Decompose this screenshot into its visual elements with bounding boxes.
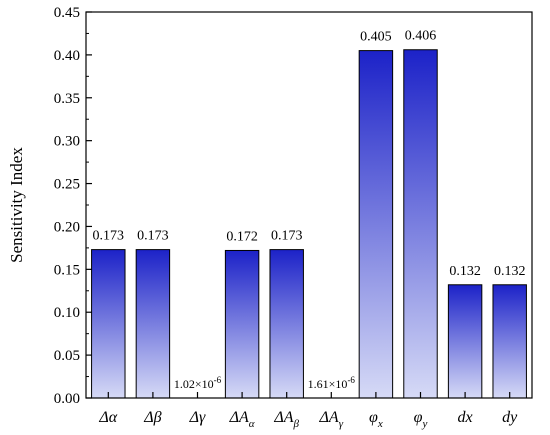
x-tick-label-base: φ [369,409,378,426]
x-tick-label-base: φ [414,409,423,426]
y-tick-label: 0.05 [54,348,80,364]
x-tick-label-base: Δβ [143,409,161,426]
data-label-value: 0.173 [137,229,169,244]
data-label: 0.173 [93,229,125,244]
x-tick-label-base: Δα [98,409,117,426]
x-tick-label-base: dx [458,409,473,426]
x-tick-label-subscript: α [249,418,255,430]
data-label-value: 1.02×10 [174,377,214,391]
data-label-exponent: -6 [347,375,355,385]
x-tick-label: dx [458,409,473,426]
data-label-value: 0.172 [226,229,258,244]
x-tick-label: Δα [98,409,117,426]
y-axis-title: Sensitivity Index [7,147,26,263]
y-tick-label: 0.10 [54,305,80,321]
bar [403,49,438,399]
bar [91,249,126,399]
data-label-exponent: -6 [214,375,222,385]
data-label: 0.405 [360,30,392,45]
data-label: 1.02×10-6 [174,375,222,391]
x-tick-label-base: ΔA [229,409,249,426]
data-label: 0.172 [226,229,258,244]
bar [447,284,483,399]
y-tick-label: 0.00 [54,391,80,407]
x-tick-label: φy [414,409,428,430]
bar [269,249,304,399]
x-tick-label-base: ΔA [319,409,339,426]
data-label-value: 0.173 [271,229,303,244]
x-tick-label: ΔAα [229,409,255,430]
bar [135,249,171,399]
bars-layer [91,49,527,399]
x-tick-label-base: dy [502,409,518,426]
x-tick-label-subscript: y [421,418,427,430]
bar [358,50,394,399]
data-label: 0.132 [494,264,526,279]
y-tick-label: 0.15 [54,262,80,278]
data-label: 1.61×10-6 [308,375,356,391]
x-tick-label: ΔAβ [273,409,299,430]
x-tick-label: dy [502,409,518,426]
y-tick-label: 0.20 [54,219,80,235]
data-label-value: 0.132 [494,264,526,279]
data-label: 0.406 [405,29,437,44]
data-label-value: 0.132 [449,264,481,279]
y-tick-label: 0.40 [54,48,80,64]
y-tick-label: 0.25 [54,177,80,193]
x-tick-label: ΔAγ [319,409,344,430]
data-label: 0.173 [271,229,303,244]
y-tick-label: 0.35 [54,91,80,107]
data-label-value: 0.405 [360,30,392,45]
y-axis: 0.00 0.05 0.10 0.15 0.20 0.25 0.30 0.35 0.40 0.45 [54,5,92,407]
x-tick-label-base: ΔA [273,409,293,426]
y-tick-label: 0.45 [54,5,80,21]
data-label: 0.132 [449,264,481,279]
x-tick-label: Δβ [143,409,161,426]
x-axis: Δα Δβ Δγ ΔAα ΔAβ ΔAγ φx φy dx dy [98,392,518,430]
x-tick-label: Δγ [189,409,206,426]
data-label-value: 1.61×10 [308,377,348,391]
x-tick-label-subscript: β [293,418,300,430]
bar [492,284,527,399]
data-label-value: 0.406 [405,29,437,44]
bar [224,249,260,399]
x-tick-label-base: Δγ [189,409,206,426]
x-tick-label-subscript: γ [339,418,344,430]
data-label-value: 0.173 [93,229,125,244]
y-tick-label: 0.30 [54,134,80,150]
x-tick-label-subscript: x [377,418,383,430]
data-label: 0.173 [137,229,169,244]
x-tick-label: φx [369,409,383,430]
